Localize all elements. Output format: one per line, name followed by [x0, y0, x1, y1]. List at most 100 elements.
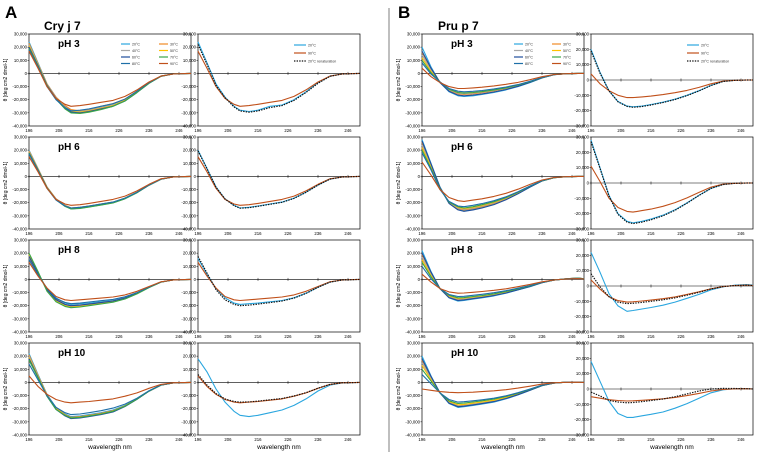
chart-a-1-temp-title: pH 3: [58, 39, 80, 50]
chart-b-4-temp-xtick-label: 236: [538, 437, 546, 442]
chart-b-4-temp: 30,000 20,000 10,000 0 -10,000 -20,000 -30,000…: [396, 341, 585, 451]
chart-b-2-temp-xtick-label: 216: [478, 231, 486, 236]
chart-a-1-renat-xtick-label: 236: [314, 128, 322, 133]
chart-b-2-temp: 30,000 20,000 10,000 0 -10,000 -20,000 -30,000…: [396, 135, 585, 236]
chart-b-2-renat-xtick-label: 216: [647, 231, 655, 236]
chart-b-3-temp-ytick-label: -20,000: [405, 303, 420, 308]
chart-a-2-temp-xtick-label: 236: [145, 231, 153, 236]
chart-a-4-renat-frame: [197, 342, 361, 436]
chart-a-1-temp-legend-label-90c: 90°C: [170, 62, 178, 66]
chart-b-2-temp-xtick-label: 246: [568, 231, 576, 236]
chart-b-3-temp-xtick-label: 246: [568, 334, 576, 339]
chart-a-4-temp-ylabel: θ [deg cm2 dmol-1]: [3, 367, 9, 410]
chart-a-4-temp-ytick-label: -30,000: [12, 419, 27, 424]
chart-a-2-temp-ytick-label: 20,000: [14, 148, 28, 153]
chart-a-2-renat-ytick-label: -20,000: [181, 200, 196, 205]
chart-b-1-temp-legend-label-90c: 90°C: [563, 62, 571, 66]
chart-b-1-temp-frame: [421, 33, 585, 127]
chart-b-1-temp-ytick-label: -20,000: [405, 97, 420, 102]
chart-b-4-temp-series-90c: [421, 381, 585, 394]
chart-b-1-temp-ytick-label: 0: [418, 71, 421, 76]
chart-b-1-renat-xtick-label: 236: [707, 128, 715, 133]
chart-b-1-temp: 30,000 20,000 10,000 0 -10,000 -20,000 -30,000…: [396, 32, 585, 133]
chart-a-3-temp-xtick-label: 216: [85, 334, 93, 339]
chart-a-2-temp-xtick-label: 246: [175, 231, 183, 236]
chart-a-4-renat-xtick-label: 246: [344, 437, 352, 442]
chart-a-3-temp-series-90c: [28, 261, 192, 302]
chart-a-3-renat-ytick-label: 20,000: [183, 251, 197, 256]
chart-b-4-temp-ytick-label: 10,000: [407, 367, 421, 372]
chart-a-2-renat-frame: [197, 136, 361, 230]
chart-a-1-temp-legend: 20°C 30°C 40°C 50°C 60°C 70°C 80°C 90°C: [121, 42, 178, 66]
chart-b-1-renat-xtick-label: 246: [737, 128, 745, 133]
chart-a-2-temp: 30,000 20,000 10,000 0 -10,000 -20,000 -30,000…: [3, 135, 192, 236]
chart-a-4-renat-ytick-label: -40,000: [181, 433, 196, 438]
chart-b-1-renat-ytick-label: 30,000: [576, 32, 590, 37]
chart-b-1-renat-ytick-label: -20,000: [574, 108, 589, 113]
chart-b-1-temp-legend-label-20c: 20°C: [525, 42, 533, 46]
panel-a-protein-title: Cry j 7: [44, 19, 81, 33]
chart-b-1-renat-xtick-label: 196: [587, 128, 595, 133]
chart-b-1-temp-legend-label-60c: 60°C: [525, 55, 533, 59]
chart-a-2-temp-ytick-label: 0: [25, 174, 28, 179]
chart-a-4-temp-ytick-label: 30,000: [14, 341, 28, 346]
chart-b-3-renat-xtick-label: 226: [677, 334, 685, 339]
chart-b-3-temp-ytick-label: 10,000: [407, 264, 421, 269]
chart-a-3-temp-ytick-label: 0: [25, 277, 28, 282]
chart-b-2-temp-ytick-label: -30,000: [405, 213, 420, 218]
chart-a-1-temp-legend-label-70c: 70°C: [170, 55, 178, 59]
chart-b-2-temp-ytick-label: 20,000: [407, 148, 421, 153]
chart-a-3-renat-ytick-label: 30,000: [183, 238, 197, 243]
chart-a-2-temp-ytick-label: -20,000: [12, 200, 27, 205]
chart-a-3-temp-ytick-label: -30,000: [12, 316, 27, 321]
chart-a-2-renat-ytick-label: 20,000: [183, 148, 197, 153]
chart-a-3-renat-xtick-label: 206: [224, 334, 232, 339]
chart-a-4-renat-xlabel: wavelength nm: [256, 444, 301, 451]
chart-b-4-renat-xtick-label: 236: [707, 437, 715, 442]
chart-b-4-renat-ytick-label: -20,000: [574, 417, 589, 422]
chart-a-2-renat-ytick-label: 0: [194, 174, 197, 179]
chart-b-3-temp-ytick-label: 30,000: [407, 238, 421, 243]
chart-b-2-renat-ytick-label: -20,000: [574, 211, 589, 216]
chart-a-1-renat-xtick-label: 196: [194, 128, 202, 133]
chart-b-4-temp-ytick-label: -10,000: [405, 393, 420, 398]
chart-b-4-renat-series-90c: [590, 388, 754, 402]
chart-b-1-renat-xtick-label: 226: [677, 128, 685, 133]
chart-a-4-renat-xtick-label: 226: [284, 437, 292, 442]
chart-b-2-temp-series-90c: [421, 161, 584, 202]
chart-b-2-temp-ytick-label: 30,000: [407, 135, 421, 140]
chart-a-1-temp-legend-label-40c: 40°C: [132, 49, 140, 53]
chart-a-3-temp-ytick-label: 30,000: [14, 238, 28, 243]
chart-a-2-renat-ytick-label: -40,000: [181, 227, 196, 232]
chart-b-1-temp-xtick-label: 206: [448, 128, 456, 133]
chart-b-3-temp-ytick-label: -10,000: [405, 290, 420, 295]
chart-a-4-renat-xtick-label: 216: [254, 437, 262, 442]
chart-b-4-temp-xtick-label: 216: [478, 437, 486, 442]
chart-a-4-temp-xtick-label: 236: [145, 437, 153, 442]
chart-b-1-temp-ytick-label: 10,000: [407, 58, 421, 63]
chart-a-3-renat-xtick-label: 226: [284, 334, 292, 339]
chart-b-1-temp-legend-label-40c: 40°C: [525, 49, 533, 53]
chart-b-3-temp-series-90c: [421, 273, 585, 294]
chart-a-1-renat-xtick-label: 226: [284, 128, 292, 133]
chart-a-4-temp-ytick-label: -10,000: [12, 393, 27, 398]
chart-b-4-temp-ytick-label: -30,000: [405, 419, 420, 424]
chart-a-1-renat-ytick-label: -20,000: [181, 97, 196, 102]
chart-b-3-temp-ytick-label: 20,000: [407, 251, 421, 256]
chart-b-3-renat-xtick-label: 216: [647, 334, 655, 339]
chart-b-2-temp-ytick-label: -20,000: [405, 200, 420, 205]
chart-a-2-renat-ytick-label: -30,000: [181, 213, 196, 218]
chart-b-1-renat-legend-label-20c-renaturation: 20°C renaturation: [701, 59, 729, 63]
chart-b-2-temp-ytick-label: -40,000: [405, 227, 420, 232]
chart-a-4-temp-title: pH 10: [58, 348, 86, 359]
chart-a-3-temp-xtick-label: 236: [145, 334, 153, 339]
chart-a-1-renat-legend-label-20c: 20°C: [308, 43, 316, 47]
chart-b-3-renat-xtick-label: 206: [617, 334, 625, 339]
chart-a-4-temp-xtick-label: 196: [25, 437, 33, 442]
panel-b-letter: B: [398, 3, 410, 22]
chart-b-1-renat-xtick-label: 206: [617, 128, 625, 133]
chart-b-3-renat-xtick-label: 236: [707, 334, 715, 339]
chart-b-4-temp-xtick-label: 246: [568, 437, 576, 442]
chart-b-4-temp-ytick-label: 20,000: [407, 354, 421, 359]
chart-a-4-renat-ytick-label: 0: [194, 380, 197, 385]
